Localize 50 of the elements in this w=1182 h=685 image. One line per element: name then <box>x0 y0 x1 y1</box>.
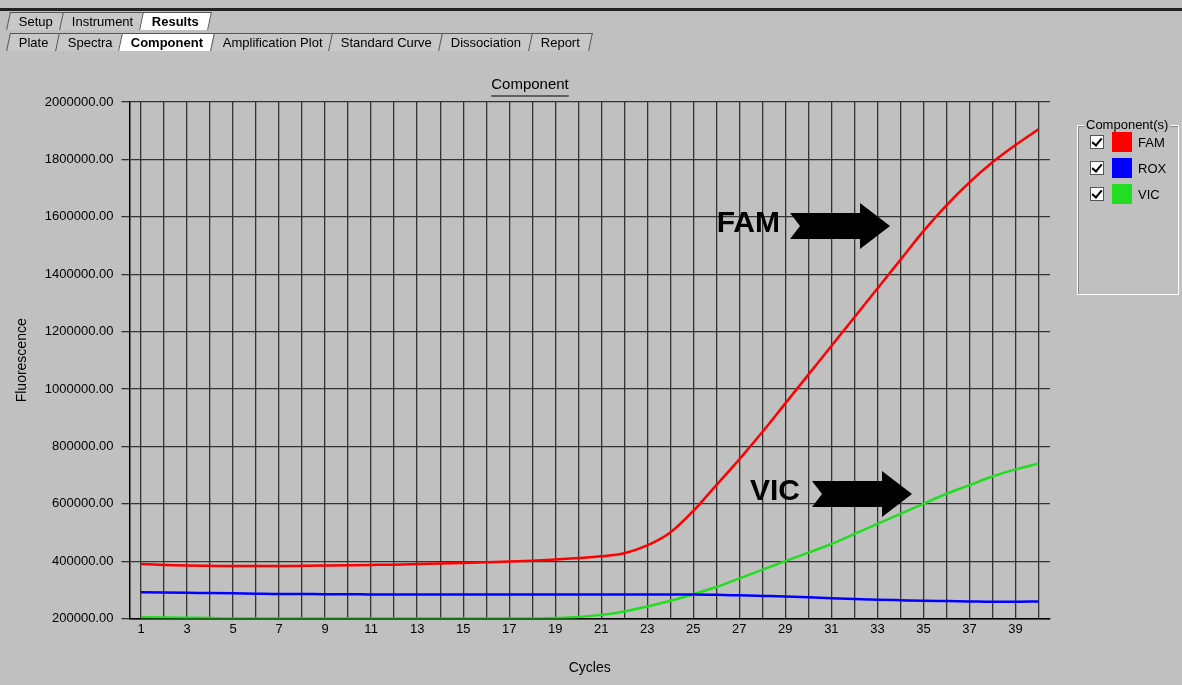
x-tick-label: 27 <box>732 620 747 636</box>
x-tick-label: 5 <box>229 620 237 636</box>
y-tick-label: 1400000.00 <box>44 265 114 281</box>
x-tick-label: 33 <box>870 620 885 636</box>
x-tick-label: 17 <box>501 620 517 636</box>
legend-label: FAM <box>1138 134 1165 150</box>
chart-title: Component <box>491 75 570 93</box>
y-tick-label: 1800000.00 <box>44 150 114 166</box>
x-tick-label: 25 <box>686 620 701 636</box>
x-tick-label: 11 <box>364 620 378 636</box>
y-tick-label: 400000.00 <box>52 552 114 568</box>
x-tick-label: 1 <box>137 620 145 636</box>
x-tick-label: 37 <box>962 620 977 636</box>
x-tick-label: 31 <box>824 620 839 636</box>
text: Instrument <box>71 14 134 30</box>
line-series <box>139 590 1040 603</box>
y-tick-label: 1000000.00 <box>44 380 114 396</box>
legend-label: VIC <box>1138 186 1160 202</box>
text: Plate <box>18 35 49 51</box>
x-tick-label: 21 <box>594 620 609 636</box>
x-axis-title: Cycles <box>568 659 611 676</box>
line-series <box>139 462 1040 619</box>
y-tick-label: 1200000.00 <box>44 323 114 339</box>
y-tick-label: 200000.00 <box>52 610 114 626</box>
x-tick-label: 29 <box>778 620 793 636</box>
legend-title: Component(s) <box>1084 117 1171 132</box>
text: Standard Curve <box>341 35 433 51</box>
text: Report <box>540 35 580 51</box>
y-tick-label: 800000.00 <box>52 437 114 453</box>
text: Dissociation <box>451 35 522 51</box>
x-tick-label: 39 <box>1008 620 1023 636</box>
y-tick-label: 600000.00 <box>52 495 114 511</box>
x-tick-label: 19 <box>547 620 563 636</box>
legend-label: ROX <box>1138 160 1167 176</box>
x-tick-label: 9 <box>321 620 329 636</box>
text: Results <box>152 14 200 30</box>
text: Amplification Plot <box>222 35 323 51</box>
y-tick-label: 1600000.00 <box>44 208 114 224</box>
y-axis-title: Fluorescence <box>13 318 30 403</box>
x-tick-label: 7 <box>275 620 283 636</box>
x-tick-label: 3 <box>183 620 191 636</box>
x-tick-label: 35 <box>916 620 931 636</box>
x-tick-label: 15 <box>455 620 471 636</box>
line-series <box>139 128 1040 568</box>
x-tick-label: 23 <box>640 620 655 636</box>
text: Spectra <box>67 35 113 51</box>
text: Setup <box>18 14 53 30</box>
y-tick-label: 2000000.00 <box>44 93 114 109</box>
x-tick-label: 13 <box>409 620 425 636</box>
text: Component <box>131 35 204 51</box>
